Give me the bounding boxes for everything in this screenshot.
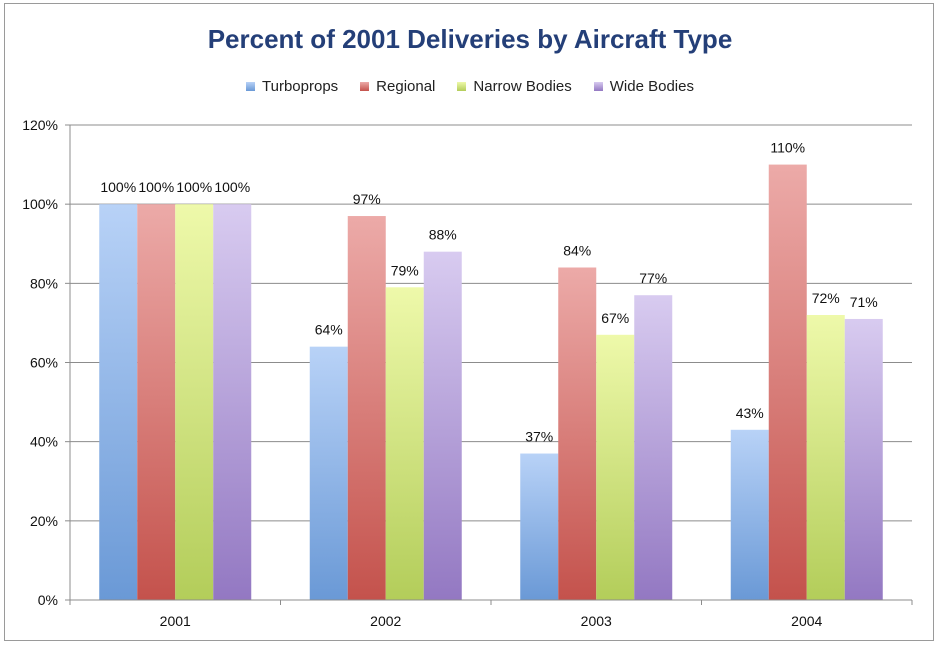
legend-swatch bbox=[246, 82, 256, 91]
x-tick-label: 2003 bbox=[581, 613, 612, 629]
y-tick-label: 80% bbox=[30, 275, 58, 291]
y-tick-label: 40% bbox=[30, 434, 58, 450]
chart-title: Percent of 2001 Deliveries by Aircraft T… bbox=[207, 24, 733, 54]
legend-label: Regional bbox=[376, 78, 436, 95]
data-label: 88% bbox=[429, 227, 457, 243]
legend-swatch bbox=[360, 82, 370, 91]
legend-swatch bbox=[593, 82, 603, 91]
data-label: 79% bbox=[391, 262, 419, 278]
data-label: 72% bbox=[812, 290, 840, 306]
bar bbox=[175, 204, 214, 600]
bar bbox=[520, 453, 559, 600]
data-label: 64% bbox=[315, 322, 343, 338]
legend-label: Turboprops bbox=[262, 78, 339, 95]
bar bbox=[213, 204, 252, 600]
data-label: 67% bbox=[601, 310, 629, 326]
bar bbox=[385, 287, 424, 600]
data-label: 71% bbox=[850, 294, 878, 310]
bar bbox=[558, 267, 597, 600]
bar bbox=[844, 318, 883, 600]
bar bbox=[768, 164, 807, 601]
y-tick-label: 60% bbox=[30, 355, 58, 371]
data-label: 100% bbox=[138, 179, 174, 195]
legend-item-wide-bodies: Wide Bodies bbox=[593, 78, 694, 95]
data-label: 43% bbox=[736, 405, 764, 421]
legend-item-turboprops: Turboprops bbox=[246, 78, 338, 95]
bar bbox=[423, 251, 462, 600]
bar bbox=[596, 334, 635, 600]
legend-item-regional: Regional bbox=[360, 78, 435, 95]
data-label: 97% bbox=[353, 191, 381, 207]
chart-legend: Turboprops Regional Narrow Bodies Wide B… bbox=[0, 78, 940, 95]
bar bbox=[309, 346, 348, 600]
x-tick-label: 2002 bbox=[370, 613, 401, 629]
bar bbox=[137, 204, 176, 600]
data-label: 100% bbox=[214, 179, 250, 195]
data-label: 77% bbox=[639, 270, 667, 286]
legend-swatch bbox=[457, 82, 467, 91]
bar bbox=[730, 429, 769, 600]
y-tick-label: 100% bbox=[22, 196, 58, 212]
legend-item-narrow-bodies: Narrow Bodies bbox=[457, 78, 572, 95]
y-tick-label: 0% bbox=[38, 592, 58, 608]
data-label: 100% bbox=[176, 179, 212, 195]
bar bbox=[806, 315, 845, 600]
y-tick-label: 20% bbox=[30, 513, 58, 529]
data-label: 110% bbox=[770, 140, 805, 156]
data-label: 100% bbox=[100, 179, 136, 195]
x-tick-label: 2001 bbox=[160, 613, 191, 629]
x-tick-label: 2004 bbox=[791, 613, 822, 629]
bar bbox=[347, 216, 386, 600]
legend-label: Wide Bodies bbox=[609, 78, 694, 95]
data-label: 37% bbox=[525, 429, 553, 445]
data-label: 84% bbox=[563, 243, 591, 259]
bar bbox=[99, 204, 138, 600]
y-tick-label: 120% bbox=[22, 117, 58, 133]
legend-label: Narrow Bodies bbox=[473, 78, 572, 95]
bar bbox=[634, 295, 673, 600]
